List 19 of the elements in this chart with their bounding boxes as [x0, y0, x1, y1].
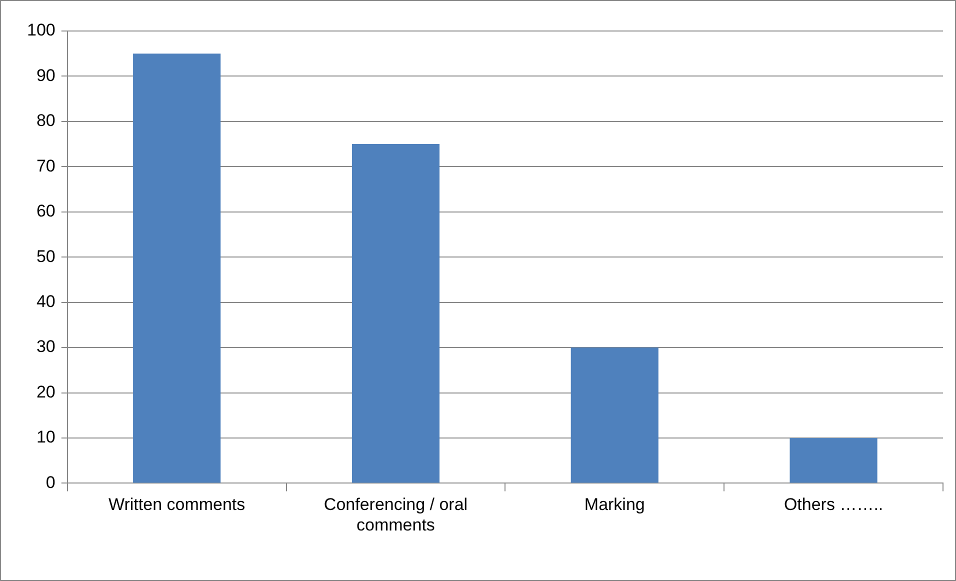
bar	[352, 144, 440, 483]
y-tick-label: 80	[36, 111, 56, 130]
y-tick-label: 100	[26, 20, 56, 40]
y-tick-label: 60	[36, 202, 56, 221]
y-tick-label: 30	[36, 337, 56, 356]
x-tick-label: Conferencing / oral comments	[324, 495, 468, 534]
y-tick-label: 70	[36, 156, 56, 176]
y-tick-label: 90	[36, 66, 56, 85]
x-tick-label: Others ……..	[784, 495, 884, 514]
bar	[133, 54, 221, 483]
y-tick-label: 10	[36, 428, 56, 447]
y-tick-label: 50	[36, 246, 56, 266]
y-tick-label: 0	[46, 472, 56, 492]
y-tick-label: 20	[36, 382, 56, 402]
y-tick-label: 40	[36, 292, 56, 312]
bar	[790, 438, 878, 483]
x-tick-label: Written comments	[108, 495, 246, 514]
x-tick-label: Marking	[584, 495, 645, 514]
bar	[570, 348, 658, 483]
